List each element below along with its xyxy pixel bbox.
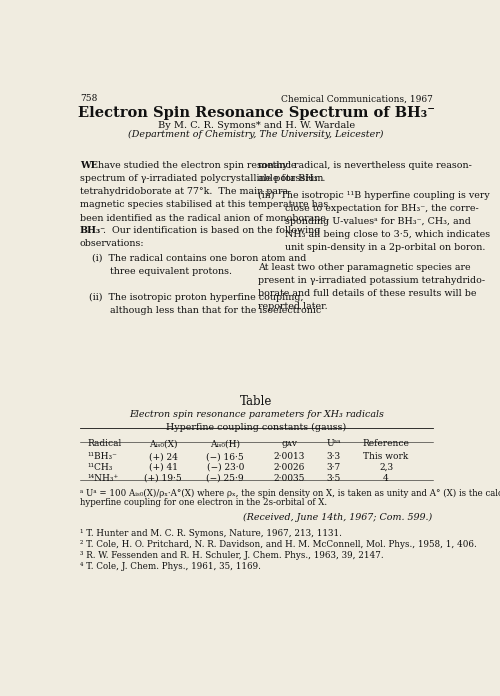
Text: At least two other paramagnetic species are: At least two other paramagnetic species … — [258, 263, 471, 272]
Text: tetrahydridoborate at 77°k.  The main para-: tetrahydridoborate at 77°k. The main par… — [80, 187, 292, 196]
Text: hyperfine coupling for one electron in the 2s-orbital of X.: hyperfine coupling for one electron in t… — [80, 498, 327, 507]
Text: ¹¹BH₃⁻: ¹¹BH₃⁻ — [88, 452, 118, 461]
Text: Table: Table — [240, 395, 272, 409]
Text: although less than that for the isoelectronic: although less than that for the isoelect… — [80, 306, 321, 315]
Text: WE: WE — [80, 161, 98, 170]
Text: been identified as the radical anion of monoborane,: been identified as the radical anion of … — [80, 213, 329, 222]
Text: three equivalent protons.: three equivalent protons. — [80, 267, 232, 276]
Text: 2,3: 2,3 — [379, 463, 393, 472]
Text: Hyperfine coupling constants (gauss): Hyperfine coupling constants (gauss) — [166, 423, 346, 432]
Text: (−) 23·0: (−) 23·0 — [206, 463, 244, 472]
Text: (−) 25·9: (−) 25·9 — [206, 474, 244, 482]
Text: Chemical Communications, 1967: Chemical Communications, 1967 — [280, 94, 432, 103]
Text: ¹⁴NH₃⁺: ¹⁴NH₃⁺ — [88, 474, 119, 482]
Text: Aᵢₛ₀(X): Aᵢₛ₀(X) — [149, 439, 178, 448]
Text: 4: 4 — [383, 474, 389, 482]
Text: unit spin-density in a 2p-orbital on boron.: unit spin-density in a 2p-orbital on bor… — [258, 244, 486, 253]
Text: Uᵃᵃ: Uᵃᵃ — [326, 439, 341, 448]
Text: (+) 19·5: (+) 19·5 — [144, 474, 182, 482]
Text: (iii)  The isotropic ¹¹B hyperfine coupling is very: (iii) The isotropic ¹¹B hyperfine coupli… — [258, 191, 490, 200]
Text: (i)  The radical contains one boron atom and: (i) The radical contains one boron atom … — [80, 253, 306, 262]
Text: Radical: Radical — [88, 439, 122, 448]
Text: 3·5: 3·5 — [326, 474, 341, 482]
Text: methyl radical, is nevertheless quite reason-: methyl radical, is nevertheless quite re… — [258, 161, 472, 170]
Text: ² T. Cole, H. O. Pritchard, N. R. Davidson, and H. M. McConnell, Mol. Phys., 195: ² T. Cole, H. O. Pritchard, N. R. Davids… — [80, 540, 476, 549]
Text: able for BH₃⁻.: able for BH₃⁻. — [258, 174, 326, 183]
Text: reported later.: reported later. — [258, 303, 328, 312]
Text: Electron Spin Resonance Spectrum of BH₃⁻: Electron Spin Resonance Spectrum of BH₃⁻ — [78, 106, 435, 120]
Text: 2·0026: 2·0026 — [274, 463, 305, 472]
Text: 3·3: 3·3 — [326, 452, 341, 461]
Text: (+) 41: (+) 41 — [149, 463, 178, 472]
Text: ᵃ Uᵃ = 100 Aᵢₛ₀(X)/ρₓ·A°(X) where ρₓ, the spin density on X, is taken as unity a: ᵃ Uᵃ = 100 Aᵢₛ₀(X)/ρₓ·A°(X) where ρₓ, th… — [80, 489, 500, 498]
Text: (ii)  The isotropic proton hyperfine coupling,: (ii) The isotropic proton hyperfine coup… — [80, 293, 304, 302]
Text: 2·0035: 2·0035 — [274, 474, 305, 482]
Text: (−) 16·5: (−) 16·5 — [206, 452, 244, 461]
Text: have studied the electron spin resonance: have studied the electron spin resonance — [94, 161, 296, 170]
Text: Aᵢₛ₀(H): Aᵢₛ₀(H) — [210, 439, 240, 448]
Text: ¹¹CH₃: ¹¹CH₃ — [88, 463, 113, 472]
Text: ³ R. W. Fessenden and R. H. Schuler, J. Chem. Phys., 1963, 39, 2147.: ³ R. W. Fessenden and R. H. Schuler, J. … — [80, 551, 384, 560]
Text: (Received, June 14th, 1967; Com. 599.): (Received, June 14th, 1967; Com. 599.) — [244, 514, 432, 523]
Text: magnetic species stabilised at this temperature has: magnetic species stabilised at this temp… — [80, 200, 328, 209]
Text: (+) 24: (+) 24 — [149, 452, 178, 461]
Text: This work: This work — [364, 452, 408, 461]
Text: present in γ-irradiated potassium tetrahydrido-: present in γ-irradiated potassium tetrah… — [258, 276, 486, 285]
Text: ⁴ T. Cole, J. Chem. Phys., 1961, 35, 1169.: ⁴ T. Cole, J. Chem. Phys., 1961, 35, 116… — [80, 562, 261, 571]
Text: gᴀᴠ: gᴀᴠ — [281, 439, 297, 448]
Text: observations:: observations: — [80, 239, 144, 248]
Text: spectrum of γ-irradiated polycrystalline potassium: spectrum of γ-irradiated polycrystalline… — [80, 174, 324, 183]
Text: NH₃ all being close to 3·5, which indicates: NH₃ all being close to 3·5, which indica… — [258, 230, 490, 239]
Text: BH₃⁻: BH₃⁻ — [80, 226, 106, 235]
Text: By M. C. R. Symons* and H. W. Wardale: By M. C. R. Symons* and H. W. Wardale — [158, 121, 355, 130]
Text: 3·7: 3·7 — [326, 463, 341, 472]
Text: .  Our identification is based on the following: . Our identification is based on the fol… — [103, 226, 320, 235]
Text: Reference: Reference — [362, 439, 410, 448]
Text: Electron spin resonance parameters for XH₃ radicals: Electron spin resonance parameters for X… — [129, 411, 384, 420]
Text: sponding U-valuesᵃ for BH₃⁻, CH₃, and: sponding U-valuesᵃ for BH₃⁻, CH₃, and — [258, 217, 471, 226]
Text: borate and full details of these results will be: borate and full details of these results… — [258, 290, 476, 299]
Text: close to expectation for BH₃⁻, the corre-: close to expectation for BH₃⁻, the corre… — [258, 204, 479, 213]
Text: ¹ T. Hunter and M. C. R. Symons, Nature, 1967, 213, 1131.: ¹ T. Hunter and M. C. R. Symons, Nature,… — [80, 530, 342, 539]
Text: 758: 758 — [80, 94, 98, 103]
Text: 2·0013: 2·0013 — [274, 452, 305, 461]
Text: (Department of Chemistry, The University, Leicester): (Department of Chemistry, The University… — [128, 130, 384, 139]
